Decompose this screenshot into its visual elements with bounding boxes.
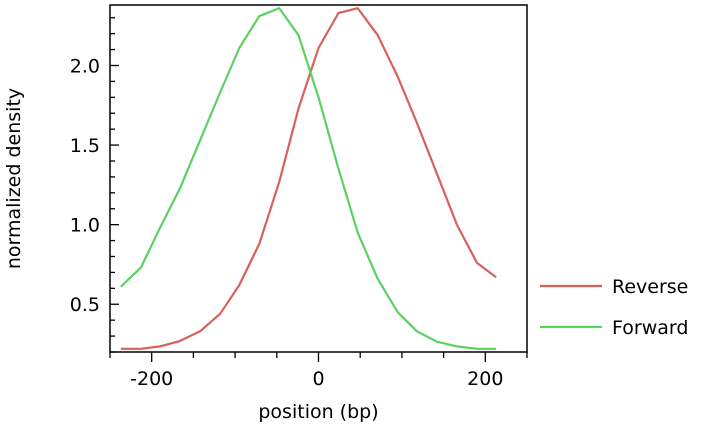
x-tick-label: 0 [312, 368, 324, 390]
y-tick-label: 1.5 [70, 135, 100, 157]
series-lines [120, 7, 497, 350]
plot-area-frame [109, 4, 528, 353]
legend-label-reverse: Reverse [612, 276, 688, 298]
y-tick-label: 2.0 [70, 55, 100, 77]
axis-ticks [109, 17, 528, 362]
legend-label-forward: Forward [612, 317, 688, 339]
x-tick-label: 200 [467, 368, 503, 390]
axis-tick-labels: 0.5 1.0 1.5 2.0 -200 0 200 [70, 55, 504, 390]
legend: Reverse Forward [540, 276, 688, 339]
x-tick-label: -200 [130, 368, 173, 390]
series-line-reverse [120, 7, 497, 350]
x-axis-title: position (bp) [258, 401, 378, 423]
y-tick-label: 1.0 [70, 215, 100, 237]
y-axis-title: normalized density [3, 88, 25, 269]
series-line-forward [120, 7, 497, 350]
y-tick-label: 0.5 [70, 294, 100, 316]
